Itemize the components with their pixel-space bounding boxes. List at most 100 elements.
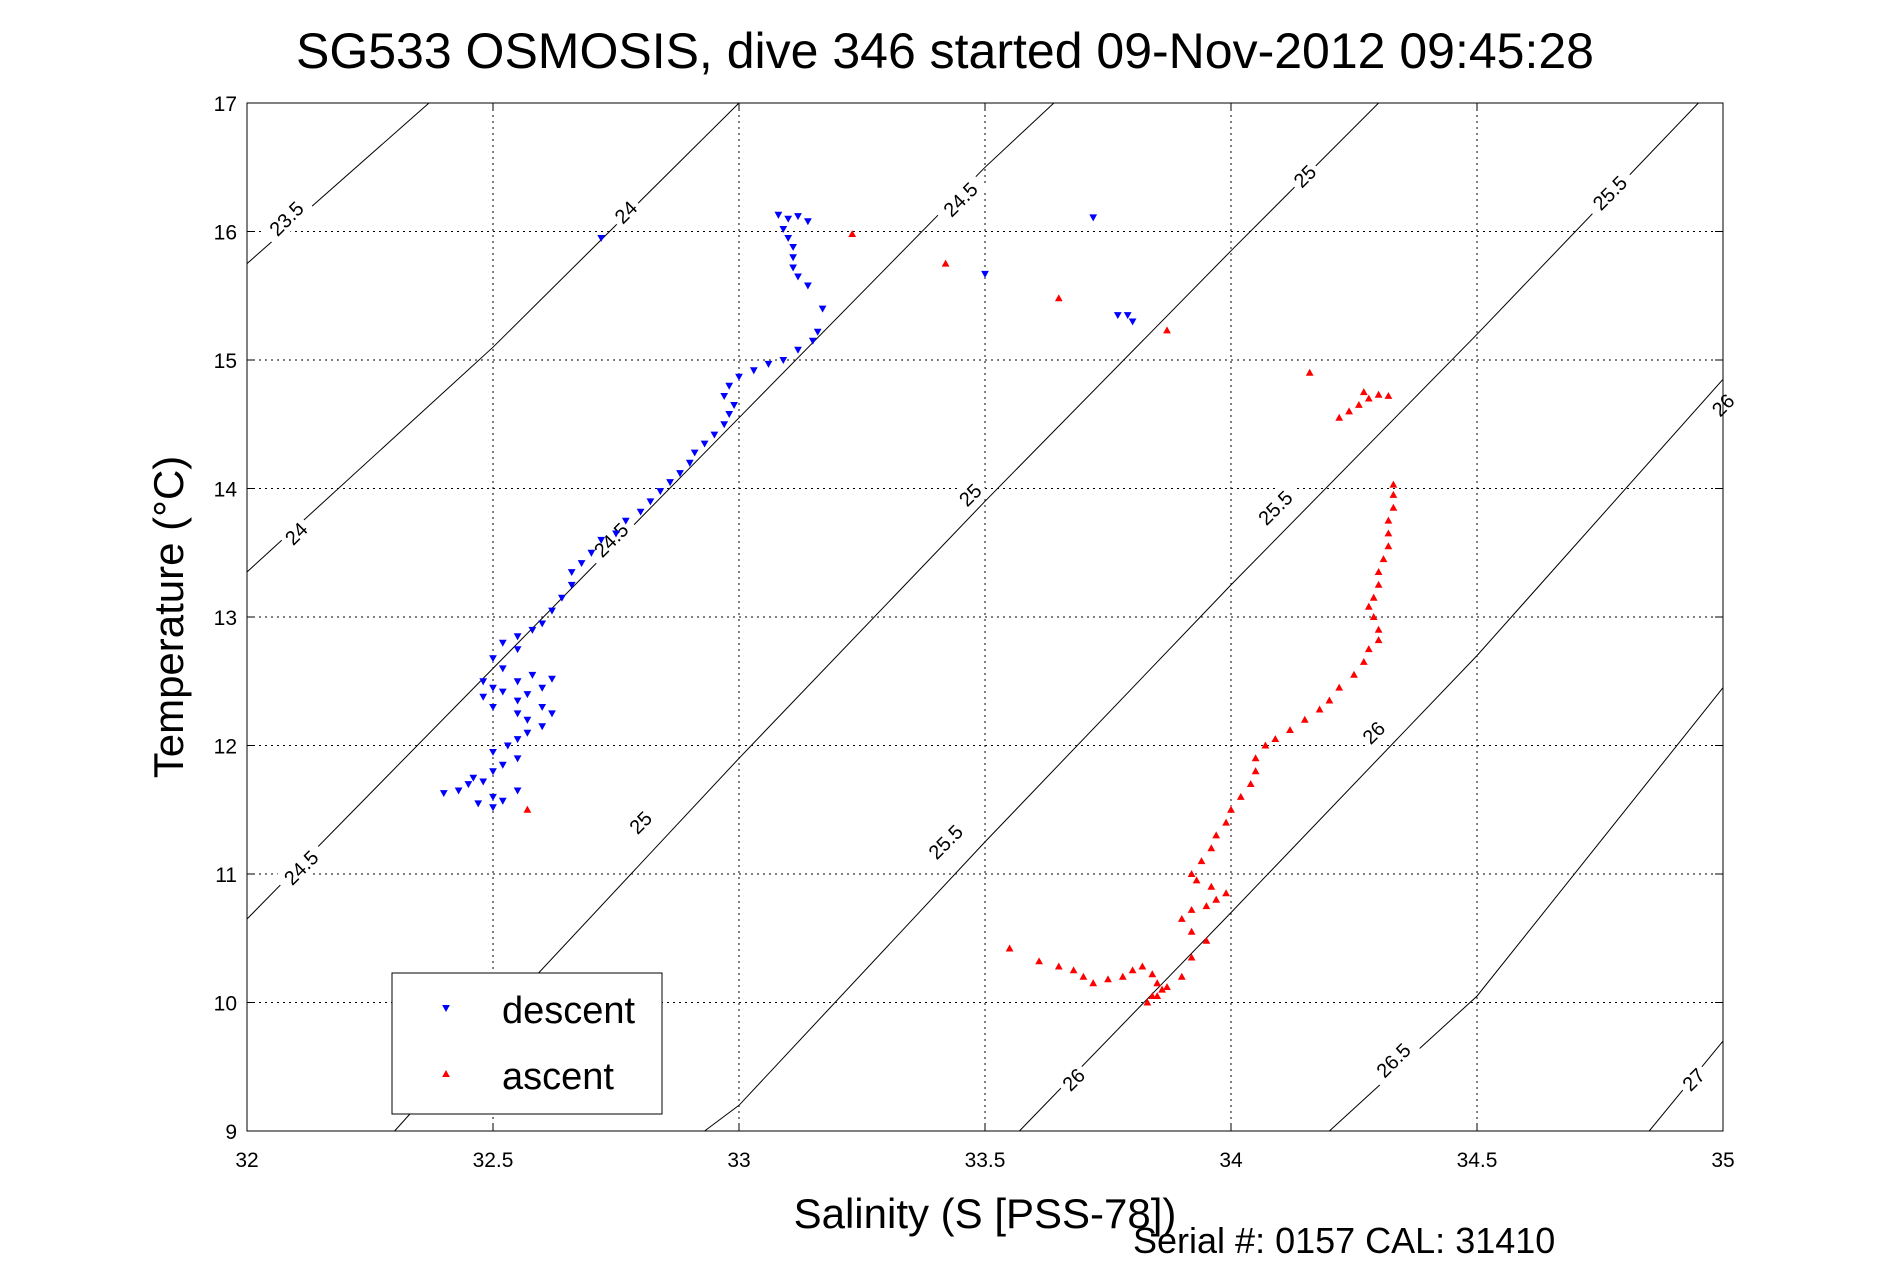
ascent-point <box>1187 869 1196 877</box>
descent-point <box>779 225 788 233</box>
descent-point <box>774 211 783 219</box>
descent-point <box>479 693 488 701</box>
x-tick-label: 35 <box>1711 1149 1734 1172</box>
descent-point <box>513 697 522 705</box>
contour-label-bg <box>583 512 639 568</box>
ascent-point <box>1300 715 1309 723</box>
contour-label-bg <box>951 475 990 514</box>
descent-point <box>489 793 497 801</box>
descent-point <box>1113 312 1122 320</box>
descent-point <box>621 517 630 525</box>
contour-label-bg <box>1054 1060 1093 1099</box>
contour-label-bg <box>258 191 314 247</box>
descent-point <box>808 337 817 345</box>
descent-point <box>538 684 547 692</box>
chart-title: SG533 OSMOSIS, dive 346 started 09-Nov-2… <box>296 23 1594 79</box>
descent-point <box>725 410 734 419</box>
x-tick-label: 34.5 <box>1457 1149 1498 1172</box>
descent-point <box>1089 214 1098 222</box>
contour-label-bg <box>932 171 988 227</box>
ascent-point <box>1207 844 1216 852</box>
contour-label-bg <box>1285 157 1324 196</box>
ascent-point <box>523 805 532 813</box>
ascent-point <box>1177 914 1186 922</box>
descent-point <box>587 549 596 557</box>
descent-point <box>764 360 773 368</box>
contour-label-bg <box>1354 713 1393 752</box>
ascent-point <box>1089 979 1098 987</box>
descent-point <box>666 479 674 487</box>
descent-point <box>779 356 788 365</box>
ascent-point <box>1389 480 1398 488</box>
descent-point <box>804 282 812 290</box>
ascent-point <box>1197 857 1206 865</box>
ascent-legend-label: ascent <box>502 1056 614 1098</box>
ascent-point <box>1236 792 1245 800</box>
descent-point <box>489 655 497 663</box>
ascent-point <box>1153 979 1162 987</box>
ascent-point <box>1207 882 1216 890</box>
ascent-point <box>1187 905 1196 913</box>
x-tick-label: 32.5 <box>473 1149 514 1172</box>
contour-label: 25 <box>951 475 990 514</box>
ascent-point <box>1374 636 1383 644</box>
descent-point <box>489 749 497 756</box>
contour-line-24 <box>246 102 740 573</box>
descent-point <box>656 488 665 496</box>
descent-point <box>538 620 547 628</box>
y-tick-label: 16 <box>214 222 237 245</box>
descent-point <box>981 270 989 278</box>
descent-point <box>749 367 758 375</box>
ascent-point <box>1153 992 1162 999</box>
contour-label-bg <box>1674 1060 1713 1099</box>
legend: descent ascent <box>391 972 663 1115</box>
ascent-point <box>1364 645 1373 653</box>
descent-point <box>730 401 738 410</box>
descent-point <box>513 736 522 744</box>
descent-point <box>567 569 576 577</box>
ascent-point <box>941 259 950 267</box>
contour-label-bg <box>621 803 660 842</box>
y-tick-label: 13 <box>214 607 237 630</box>
ascent-series <box>523 230 1398 1006</box>
descent-point <box>725 382 734 390</box>
descent-point <box>1123 312 1132 320</box>
descent-point <box>794 273 802 281</box>
descent-point <box>513 755 522 763</box>
descent-point <box>789 254 797 262</box>
descent-point <box>528 626 537 634</box>
descent-point <box>646 498 655 506</box>
legend-entries: descent ascent <box>442 990 636 1098</box>
descent-point <box>523 716 532 724</box>
ascent-point <box>1389 490 1398 498</box>
ascent-point <box>1148 992 1157 999</box>
descent-point <box>784 215 793 223</box>
descent-point <box>513 646 522 654</box>
ascent-point <box>1118 972 1127 980</box>
ascent-point <box>1222 818 1230 826</box>
ascent-point <box>1335 413 1344 421</box>
ascent-point <box>1384 542 1393 550</box>
descent-point <box>513 710 522 718</box>
descent-point <box>464 781 473 789</box>
ascent-point <box>1138 962 1147 970</box>
ascent-point <box>1271 735 1280 742</box>
descent-point <box>513 787 522 795</box>
descent-point <box>498 639 507 647</box>
y-axis-label: Temperature (°C) <box>145 456 192 779</box>
y-tick-label: 14 <box>214 479 238 502</box>
descent-point <box>794 213 802 221</box>
descent-point <box>513 633 522 641</box>
descent-point <box>489 684 497 692</box>
ascent-point <box>1035 957 1043 965</box>
descent-point <box>720 421 729 429</box>
descent-point <box>710 431 719 439</box>
ascent-point <box>1054 962 1063 970</box>
descent-series <box>439 211 1137 812</box>
descent-point <box>789 264 797 272</box>
descent-legend-marker <box>442 1005 450 1013</box>
ascent-point <box>1187 953 1196 961</box>
descent-point <box>690 449 699 457</box>
descent-point <box>813 328 822 336</box>
